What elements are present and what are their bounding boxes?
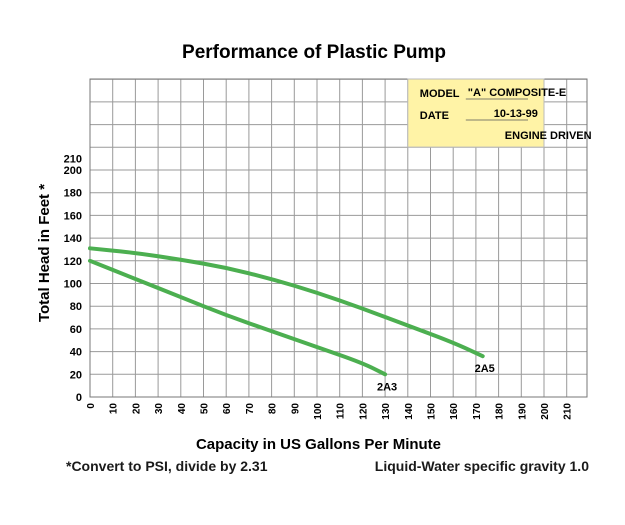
y-tick-label: 80 <box>70 301 82 313</box>
x-tick-label: 110 <box>336 403 347 420</box>
series-label-2a5: 2A5 <box>475 363 495 375</box>
series-line-2a5 <box>88 246 485 359</box>
x-tick-label: 50 <box>200 403 211 415</box>
y-tick-label: 20 <box>70 369 82 381</box>
date-label: DATE <box>420 110 449 122</box>
y-axis-label: Total Head in Feet * <box>36 184 53 322</box>
y-tick-label: 140 <box>64 233 82 245</box>
y-tick-label: 40 <box>70 347 82 359</box>
x-tick-label: 30 <box>154 403 165 415</box>
grid <box>89 78 588 398</box>
x-tick-label: 20 <box>131 403 142 415</box>
y-tick-label: 0 <box>76 392 82 404</box>
date-value: 10-13-99 <box>494 108 538 120</box>
x-tick-label: 210 <box>563 403 574 420</box>
series-label-2a3: 2A3 <box>377 381 397 393</box>
x-tick-label: 160 <box>449 403 460 420</box>
x-tick-label: 200 <box>540 403 551 420</box>
tick-layer: 0 10 20 30 40 50 60 70 80 90 100 110 120 130 140 150 160… <box>64 154 574 420</box>
model-value: "A" COMPOSITE-E <box>468 87 566 99</box>
x-tick-label: 190 <box>517 403 528 420</box>
x-tick-label: 170 <box>472 403 483 420</box>
x-tick-label: 130 <box>381 403 392 420</box>
x-tick-label: 140 <box>404 403 415 420</box>
x-tick-label: 40 <box>177 403 188 415</box>
x-tick-label: 60 <box>222 403 233 415</box>
series-layer: 2A3 2A5 <box>88 246 495 393</box>
chart-title: Performance of Plastic Pump <box>182 42 446 63</box>
plot-border <box>89 78 588 398</box>
y-tick-label: 120 <box>64 256 82 268</box>
y-tick-label: 180 <box>64 188 82 200</box>
y-tick-label: 60 <box>70 324 82 336</box>
y-tick-label: 160 <box>64 210 82 222</box>
x-tick-label: 150 <box>427 403 438 420</box>
info-box: MODEL "A" COMPOSITE-E DATE 10-13-99 ENGI… <box>407 78 592 148</box>
y-tick-label: 210 <box>64 154 82 166</box>
driver-text: ENGINE DRIVEN <box>505 130 592 142</box>
model-label: MODEL <box>420 88 460 100</box>
x-tick-label: 120 <box>358 403 369 420</box>
info-box-background <box>407 78 545 148</box>
x-axis-label: Capacity in US Gallons Per Minute <box>196 436 441 453</box>
footnote-psi: *Convert to PSI, divide by 2.31 <box>66 458 268 474</box>
x-tick-label: 10 <box>109 403 120 415</box>
x-tick-label: 100 <box>313 403 324 420</box>
x-tick-label: 180 <box>495 403 506 420</box>
y-tick-label: 100 <box>64 279 82 291</box>
x-tick-label: 0 <box>86 403 97 409</box>
x-tick-label: 70 <box>245 403 256 415</box>
x-tick-label: 90 <box>290 403 301 415</box>
x-tick-label: 80 <box>268 403 279 415</box>
footnote-specific-gravity: Liquid-Water specific gravity 1.0 <box>374 458 589 474</box>
y-tick-label: 200 <box>64 165 82 177</box>
series-line-2a3 <box>88 258 388 377</box>
